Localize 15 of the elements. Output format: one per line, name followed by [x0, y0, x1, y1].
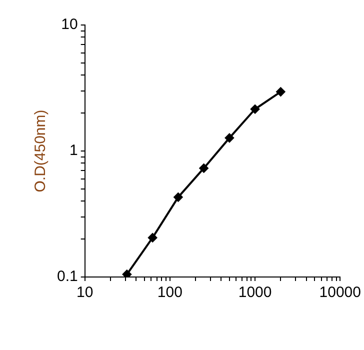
- y-tick-label: 1: [70, 142, 78, 160]
- x-tick-label: 1000: [238, 284, 272, 302]
- point: [174, 192, 183, 202]
- point: [122, 270, 132, 277]
- x-tick-label: 10: [76, 284, 94, 302]
- point: [276, 87, 286, 96]
- point: [199, 164, 208, 173]
- x-tick-label: 100: [157, 284, 182, 302]
- point: [148, 233, 158, 242]
- y-axis-title: O.D(450nm): [32, 110, 50, 192]
- x-tick-label: 10000: [319, 284, 362, 302]
- y-tick-label: 10: [61, 16, 78, 34]
- point: [224, 133, 234, 142]
- y-tick-label: 0.1: [56, 268, 78, 286]
- point: [250, 104, 260, 114]
